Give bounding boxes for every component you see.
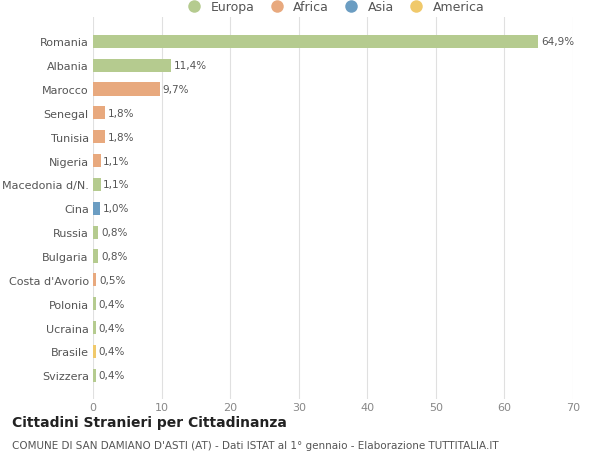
Text: 1,8%: 1,8%: [108, 109, 134, 118]
Text: 9,7%: 9,7%: [162, 85, 189, 95]
Bar: [93, 274, 97, 287]
Bar: [93, 155, 101, 168]
Legend: Europa, Africa, Asia, America: Europa, Africa, Asia, America: [176, 0, 490, 19]
Text: 0,8%: 0,8%: [101, 252, 128, 262]
Bar: [93, 345, 96, 358]
Bar: [93, 179, 101, 191]
Bar: [93, 226, 98, 239]
Bar: [93, 297, 96, 311]
Text: 0,4%: 0,4%: [98, 370, 125, 381]
Bar: [93, 107, 106, 120]
Text: COMUNE DI SAN DAMIANO D'ASTI (AT) - Dati ISTAT al 1° gennaio - Elaborazione TUTT: COMUNE DI SAN DAMIANO D'ASTI (AT) - Dati…: [12, 440, 499, 450]
Bar: [93, 83, 160, 96]
Text: 0,4%: 0,4%: [98, 347, 125, 357]
Text: 0,4%: 0,4%: [98, 323, 125, 333]
Bar: [93, 36, 538, 49]
Text: 1,8%: 1,8%: [108, 133, 134, 142]
Bar: [93, 60, 171, 73]
Text: 1,1%: 1,1%: [103, 180, 130, 190]
Bar: [93, 131, 106, 144]
Text: Cittadini Stranieri per Cittadinanza: Cittadini Stranieri per Cittadinanza: [12, 415, 287, 429]
Bar: [93, 202, 100, 215]
Text: 0,4%: 0,4%: [98, 299, 125, 309]
Text: 64,9%: 64,9%: [541, 37, 574, 47]
Text: 11,4%: 11,4%: [174, 61, 207, 71]
Text: 0,5%: 0,5%: [99, 275, 125, 285]
Text: 0,8%: 0,8%: [101, 228, 128, 238]
Bar: [93, 369, 96, 382]
Text: 1,1%: 1,1%: [103, 156, 130, 166]
Bar: [93, 321, 96, 335]
Bar: [93, 250, 98, 263]
Text: 1,0%: 1,0%: [103, 204, 129, 214]
